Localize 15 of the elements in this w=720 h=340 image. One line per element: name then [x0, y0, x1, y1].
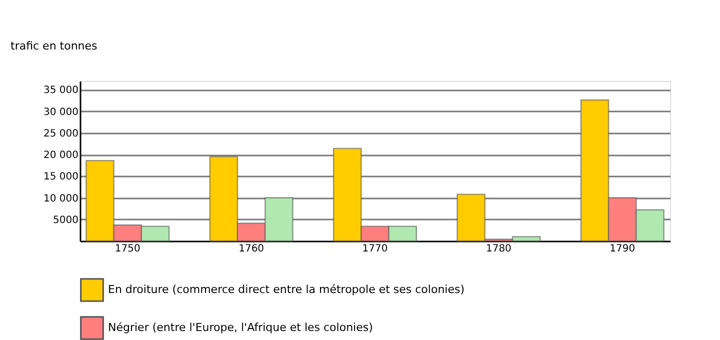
- y-tick-label: 20 000: [44, 150, 78, 162]
- y-tick-label: 5000: [53, 214, 78, 226]
- y-tick-label: 10 000: [44, 193, 78, 204]
- x-tick-label: 1750: [114, 244, 140, 254]
- y-tick-label: 30 000: [44, 106, 78, 118]
- y-tick-label: 35 000: [44, 85, 78, 96]
- y-tick-label: 15 000: [44, 172, 78, 183]
- x-tick-label: 1780: [486, 244, 512, 254]
- y-tick-label: 25 000: [44, 128, 78, 140]
- x-tick-label: 1790: [610, 244, 636, 254]
- x-tick-label: 1760: [238, 244, 264, 254]
- y-axis-title: trafic en tonnes: [10, 40, 98, 52]
- legend-label: Négrier (entre l'Europe, l'Afrique et les colonies): [108, 321, 373, 334]
- x-tick-label: 1770: [362, 244, 388, 254]
- legend-label: En droiture (commerce direct entre la métropole et ses colonies): [108, 283, 465, 296]
